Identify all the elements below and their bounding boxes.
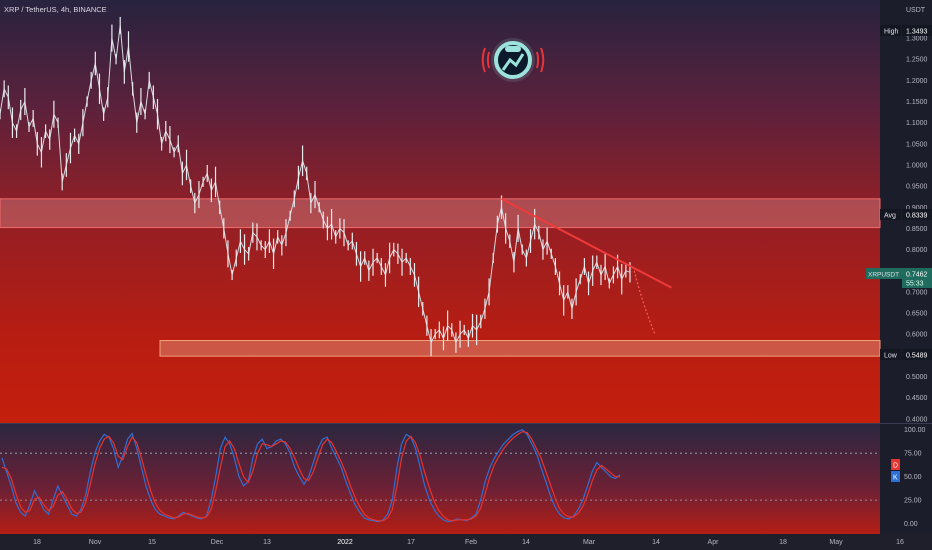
price-tick-label: 0.6000 bbox=[906, 332, 928, 339]
price-tick-label: 0.4000 bbox=[906, 416, 928, 423]
currency-label: USDT bbox=[906, 7, 926, 14]
low-value: 0.5489 bbox=[906, 353, 928, 360]
time-axis-bg bbox=[0, 534, 932, 550]
time-tick-label: 17 bbox=[407, 539, 415, 546]
oscillator-axis: 100.00 75.00 50.00 25.00 0.00 bbox=[904, 427, 926, 528]
time-tick-label: 16 bbox=[896, 539, 904, 546]
last-price-value: 0.7462 bbox=[906, 272, 928, 279]
annotations-layer bbox=[501, 197, 672, 335]
main-pane-bg bbox=[0, 0, 880, 423]
low-label: Low 0.5489 bbox=[880, 349, 932, 360]
time-tick-label: 14 bbox=[522, 539, 530, 546]
time-tick-label: Nov bbox=[89, 539, 102, 546]
osc-line-d bbox=[1, 430, 620, 522]
osc-tick-label: 25.00 bbox=[904, 498, 922, 505]
osc-tick-label: 50.00 bbox=[904, 474, 922, 481]
osc-tick-label: 100.00 bbox=[904, 427, 926, 434]
osc-legend: D K bbox=[891, 459, 900, 482]
price-tick-label: 1.2000 bbox=[906, 78, 928, 85]
svg-text:High: High bbox=[884, 29, 899, 36]
time-tick-label: Mar bbox=[583, 539, 596, 546]
time-tick-label: 18 bbox=[779, 539, 787, 546]
projection-line bbox=[633, 270, 656, 335]
price-tick-label: 0.5000 bbox=[906, 374, 928, 381]
low-zone bbox=[159, 340, 881, 357]
legend-k: K bbox=[893, 475, 898, 482]
price-tick-label: 1.2500 bbox=[906, 57, 928, 64]
zones-layer bbox=[0, 198, 881, 357]
last-price-label: XRPUSDT 0.7462 55:33 bbox=[866, 268, 932, 288]
time-axis[interactable]: 18 Nov 15 Dec 13 2022 17 Feb 14 Mar 14 Apr 18 May 16 bbox=[33, 539, 904, 546]
price-tick-label: 0.9000 bbox=[906, 205, 928, 212]
osc-tick-label: 0.00 bbox=[904, 521, 918, 528]
high-label: High 1.3493 bbox=[880, 25, 932, 36]
avg-zone bbox=[0, 198, 881, 229]
time-tick-label: 2022 bbox=[337, 539, 353, 546]
price-tick-label: 0.8000 bbox=[906, 247, 928, 254]
price-tick-label: 1.1000 bbox=[906, 120, 928, 127]
price-axis-bg bbox=[880, 0, 932, 534]
osc-tick-label: 75.00 bbox=[904, 451, 922, 458]
time-tick-label: Feb bbox=[465, 539, 477, 546]
price-series bbox=[0, 16, 631, 357]
trendline bbox=[501, 197, 672, 289]
price-tick-label: 0.6500 bbox=[906, 311, 928, 318]
avg-label: Avg 0.8339 bbox=[880, 209, 932, 220]
price-tick-label: 1.1500 bbox=[906, 99, 928, 106]
time-tick-label: May bbox=[829, 539, 843, 546]
price-tick-label: 1.0000 bbox=[906, 162, 928, 169]
price-tick-label: 1.3000 bbox=[906, 36, 928, 43]
svg-text:Avg: Avg bbox=[884, 213, 896, 220]
time-tick-label: 15 bbox=[148, 539, 156, 546]
astronaut-logo-icon bbox=[481, 38, 545, 82]
high-value: 1.3493 bbox=[906, 29, 928, 36]
ticker-label: XRPUSDT bbox=[868, 272, 899, 279]
price-tick-label: 0.9500 bbox=[906, 184, 928, 191]
chart-title: XRP / TetherUS, 4h, BINANCE bbox=[4, 5, 107, 14]
time-tick-label: Dec bbox=[211, 539, 224, 546]
time-tick-label: 14 bbox=[652, 539, 660, 546]
price-tick-label: 1.0500 bbox=[906, 141, 928, 148]
time-tick-label: 18 bbox=[33, 539, 41, 546]
gridlines bbox=[0, 452, 880, 501]
svg-text:Low: Low bbox=[884, 353, 898, 360]
price-tick-label: 0.7000 bbox=[906, 289, 928, 296]
time-tick-label: Apr bbox=[708, 539, 720, 546]
oscillator-series bbox=[1, 428, 621, 523]
price-tick-label: 0.8500 bbox=[906, 226, 928, 233]
countdown-value: 55:33 bbox=[906, 281, 924, 288]
price-tick-label: 0.4500 bbox=[906, 395, 928, 402]
legend-d: D bbox=[893, 463, 898, 470]
osc-line-k bbox=[1, 428, 621, 523]
avg-value: 0.8339 bbox=[906, 213, 928, 220]
time-tick-label: 13 bbox=[263, 539, 271, 546]
